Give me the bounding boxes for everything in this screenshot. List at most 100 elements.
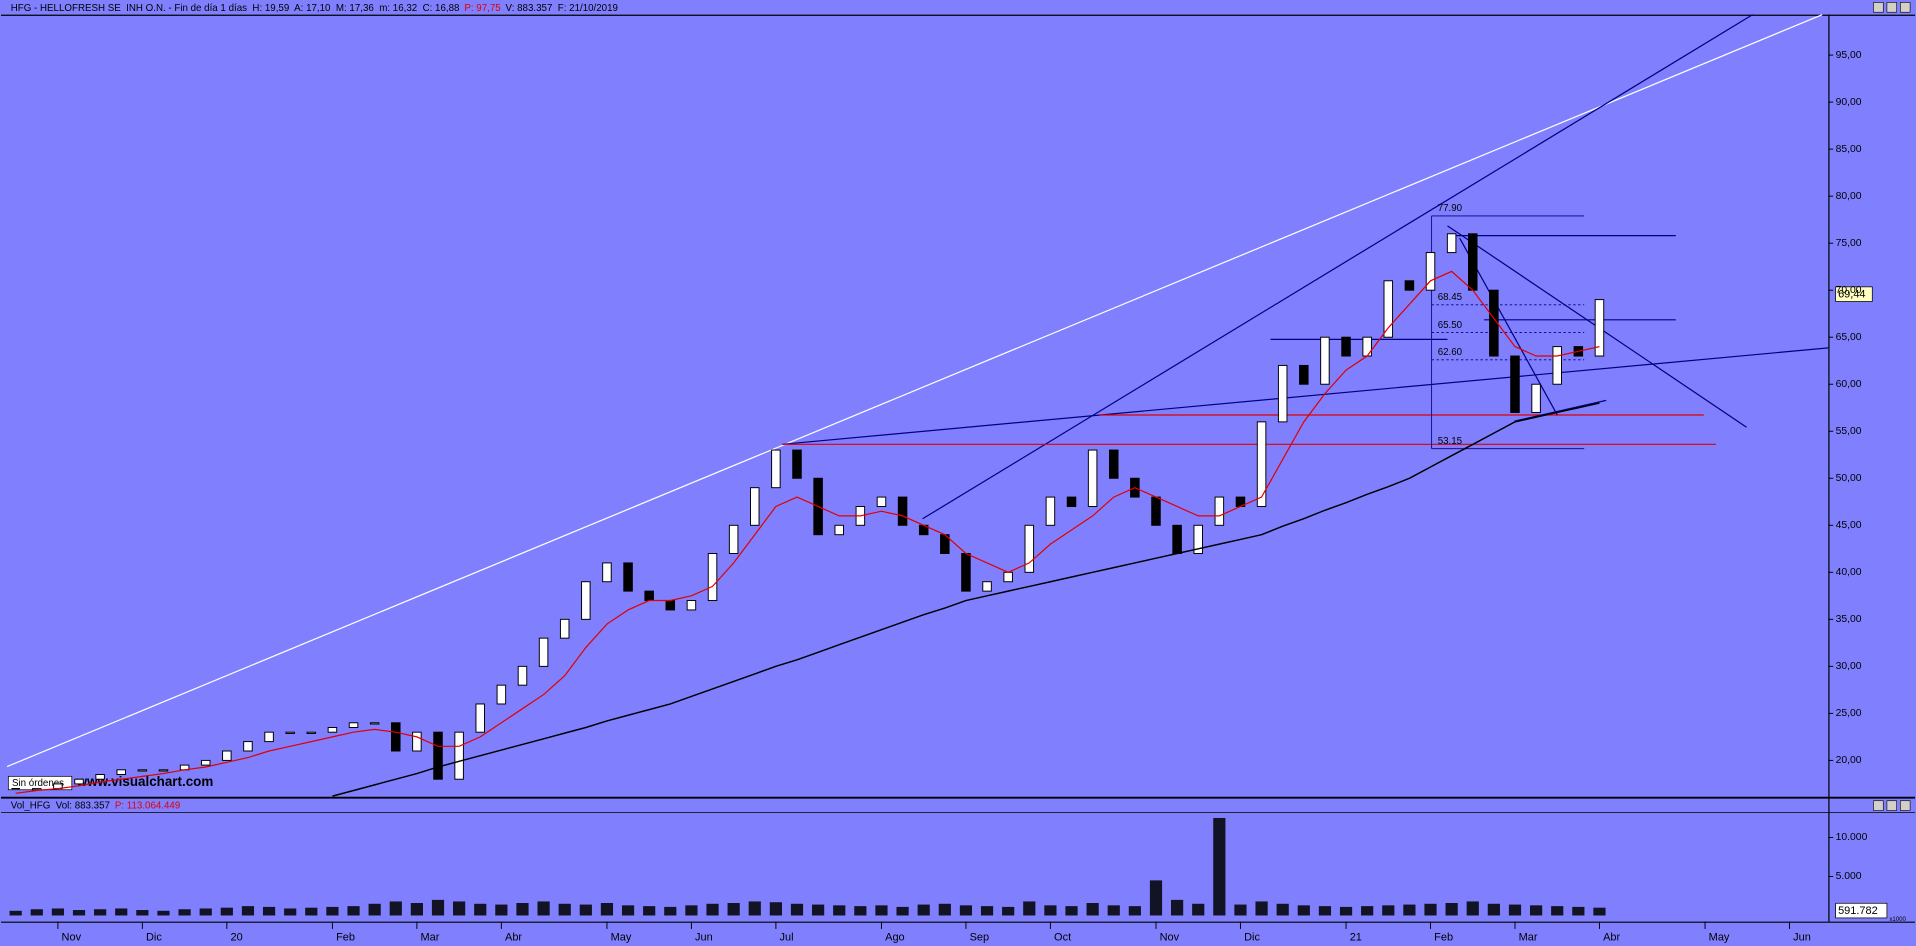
volume-bar [1361,906,1374,916]
volume-bar [706,903,719,916]
y-tick-label: 30,00 [1836,661,1862,672]
candle [1045,496,1056,526]
trendline [6,14,1823,768]
volume-bar [1487,903,1500,916]
candle [1510,355,1520,413]
volume-bar [1339,906,1353,916]
y-tick-label: 80,00 [1836,191,1862,202]
volume-bar [347,906,360,916]
last-price: 69,44 [1838,289,1865,301]
volume-bar [1065,906,1078,916]
x-tick-label: Abr [505,931,522,943]
x-tick-label: Mar [1519,931,1538,943]
volume-bar [431,899,445,916]
candle [644,590,654,602]
x-tick-label: May [611,931,632,943]
close-button[interactable] [1900,800,1911,811]
orders-label: Sin órdenes [12,778,64,789]
volume-header-text: Vol_HFG Vol: 883.357 P: 113.064.449 [11,800,181,811]
trendline [922,14,1753,520]
volume-bar [854,906,867,916]
volume-bar [600,903,614,916]
y-tick-label: 95,00 [1836,50,1862,61]
volume-bar [1149,880,1163,916]
volume-bar [1572,906,1585,916]
x-tick-label: Dic [1244,931,1260,943]
header-p: P: 97,75 [464,3,501,14]
volume-bar [30,909,43,916]
candle [1277,364,1288,423]
candle [771,449,781,489]
volume-bar [241,906,255,916]
volume-bar [51,908,64,916]
candle [1003,571,1013,583]
level-label: 53.15 [1438,436,1463,447]
trendline [1514,399,1607,422]
volume-bar [1234,904,1247,916]
candle [517,665,528,686]
candle [1446,233,1457,254]
candle [707,553,718,602]
volume-bar [389,901,402,916]
candle [1467,233,1478,291]
minimize-button[interactable] [1873,800,1884,811]
candle [1024,524,1035,573]
volume-bar [579,904,592,916]
y-tick-label: 90,00 [1836,97,1862,108]
volume-bar [790,903,804,916]
volume-bar [199,908,212,916]
candle [750,487,760,526]
volume-bar [769,902,782,916]
x-tick-label: Nov [62,931,82,943]
candle [285,731,295,734]
volume-bar [1171,899,1184,916]
volume-bar [959,905,973,916]
volume-bar [368,903,381,916]
volume-bar [474,903,487,916]
y-tick-label: 85,00 [1836,144,1862,155]
candle [496,684,507,705]
volume-unit: x1000 [1889,916,1906,923]
volume-bar [1424,903,1437,916]
candle [876,496,887,507]
x-tick-label: May [1709,931,1730,943]
close-button[interactable] [1900,2,1911,13]
candle [1320,336,1330,385]
window-buttons [1873,2,1911,811]
candle [1531,383,1541,413]
maximize-button[interactable] [1886,2,1897,13]
x-tick-label: Jun [695,931,713,943]
y-tick-label: 55,00 [1836,426,1862,437]
candle [1087,449,1098,507]
candle [982,581,992,592]
maximize-button[interactable] [1886,800,1897,811]
volume-bar [94,909,107,916]
volume-bar [643,906,656,916]
last-price-box: 69,44 591.782 x1000 [1835,286,1907,923]
candle [454,731,464,780]
volume-bar [1086,903,1099,916]
volume-bar [262,906,276,916]
candle [602,562,612,583]
orders-box: Sin órdenes www.visualchart.com [7,774,214,791]
candle [306,731,317,734]
volume-bar [1551,906,1564,916]
y-tick-label: 5.000 [1836,871,1862,882]
x-tick-label: Mar [421,931,440,943]
x-tick-label: Jul [780,931,794,943]
volume-bar [495,904,508,916]
candle [1383,280,1394,338]
volume-header-p: P: 113.064.449 [115,800,180,811]
volume-header-left: Vol_HFG Vol: 883.357 [11,800,110,811]
x-tick-label: Abr [1603,931,1620,943]
trendlines [6,14,1829,768]
y-tick-label: 65,00 [1836,332,1862,343]
candle [95,774,105,780]
candle [264,731,274,743]
volume-bar [1023,901,1036,916]
minimize-button[interactable] [1873,2,1884,13]
watermark: www.visualchart.com [76,774,214,789]
volume-bar [516,903,529,916]
